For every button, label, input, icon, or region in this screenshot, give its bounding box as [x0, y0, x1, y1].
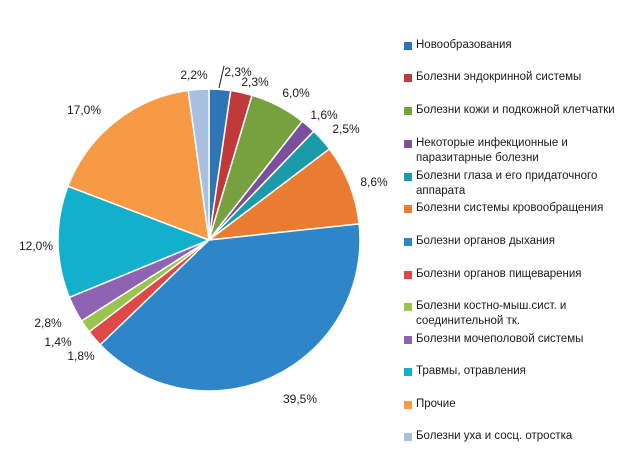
- data-label: 6,0%: [282, 86, 310, 100]
- legend-item: Болезни системы кровообращения: [404, 201, 626, 216]
- legend-swatch: [404, 271, 412, 279]
- data-label: 2,5%: [332, 122, 360, 136]
- legend-item: Болезни эндокринной системы: [404, 70, 626, 85]
- legend-label: Болезни органов дыхания: [416, 235, 555, 247]
- pie-slice: [66, 89, 210, 242]
- pie-slice: [99, 223, 361, 392]
- legend-item: Прочие: [404, 397, 626, 412]
- data-label: 2,2%: [180, 68, 208, 82]
- legend-label: Болезни эндокринной системы: [416, 71, 582, 83]
- data-label: 12,0%: [19, 239, 53, 253]
- legend-item: Болезни костно-мыш.сист. и соединительно…: [404, 299, 626, 329]
- legend-label: Болезни органов пищеварения: [416, 268, 582, 280]
- legend-item: Травмы, отравления: [404, 364, 626, 379]
- legend-label: Болезни мочеполовой системы: [416, 333, 584, 345]
- legend-swatch: [404, 336, 412, 344]
- legend: Новообразования Болезни эндокринной систе…: [404, 0, 626, 458]
- legend-swatch: [404, 74, 412, 82]
- legend-item: Болезни уха и сосц. отростка: [404, 429, 626, 444]
- legend-swatch: [404, 140, 412, 148]
- legend-label: Прочие: [416, 398, 456, 410]
- legend-item: Новообразования: [404, 38, 626, 53]
- data-label: 2,3%: [224, 65, 252, 79]
- legend-label: Болезни уха и сосц. отростка: [416, 430, 573, 442]
- legend-swatch: [404, 107, 412, 115]
- data-label: 1,6%: [310, 108, 338, 122]
- legend-label: Болезни глаза и его придаточного аппарат…: [416, 170, 598, 197]
- legend-label: Болезни кожи и подкожной клетчатки: [416, 104, 615, 116]
- legend-swatch: [404, 303, 412, 311]
- legend-label: Травмы, отравления: [416, 365, 526, 377]
- leader-line: [218, 65, 225, 89]
- legend-item: Болезни органов дыхания: [404, 234, 626, 249]
- pie-slice: [187, 88, 210, 241]
- data-label: 2,8%: [34, 316, 62, 330]
- pie-chart: 2,3%2,3% 6,0%1,6%2,5% 8,6% 39,5% 1,8%1,4% 2,8…: [19, 65, 388, 406]
- legend-label: Болезни костно-мыш.сист. и соединительно…: [416, 300, 567, 327]
- legend-label: Новообразования: [416, 39, 512, 51]
- legend-swatch: [404, 238, 412, 246]
- legend-item: Болезни органов пищеварения: [404, 267, 626, 282]
- legend-item: Болезни мочеполовой системы: [404, 332, 626, 347]
- legend-label: Некоторые инфекционные и паразитарные бо…: [416, 137, 568, 164]
- legend-item: Болезни кожи и подкожной клетчатки: [404, 103, 626, 118]
- legend-swatch: [404, 401, 412, 409]
- data-label: 2,3%: [241, 75, 269, 89]
- legend-swatch: [404, 205, 412, 213]
- legend-item: Болезни глаза и его придаточного аппарат…: [404, 169, 626, 199]
- data-label: 1,4%: [44, 335, 72, 349]
- legend-swatch: [404, 368, 412, 376]
- legend-swatch: [404, 42, 412, 50]
- legend-label: Болезни системы кровообращения: [416, 202, 604, 214]
- data-label: 1,8%: [67, 349, 95, 363]
- data-label: 17,0%: [67, 103, 101, 117]
- legend-swatch: [404, 173, 412, 181]
- legend-swatch: [404, 433, 412, 441]
- data-label: 39,5%: [283, 392, 317, 406]
- pie-slice: [57, 185, 212, 299]
- data-label: 8,6%: [360, 175, 388, 189]
- legend-item: Некоторые инфекционные и паразитарные бо…: [404, 136, 626, 166]
